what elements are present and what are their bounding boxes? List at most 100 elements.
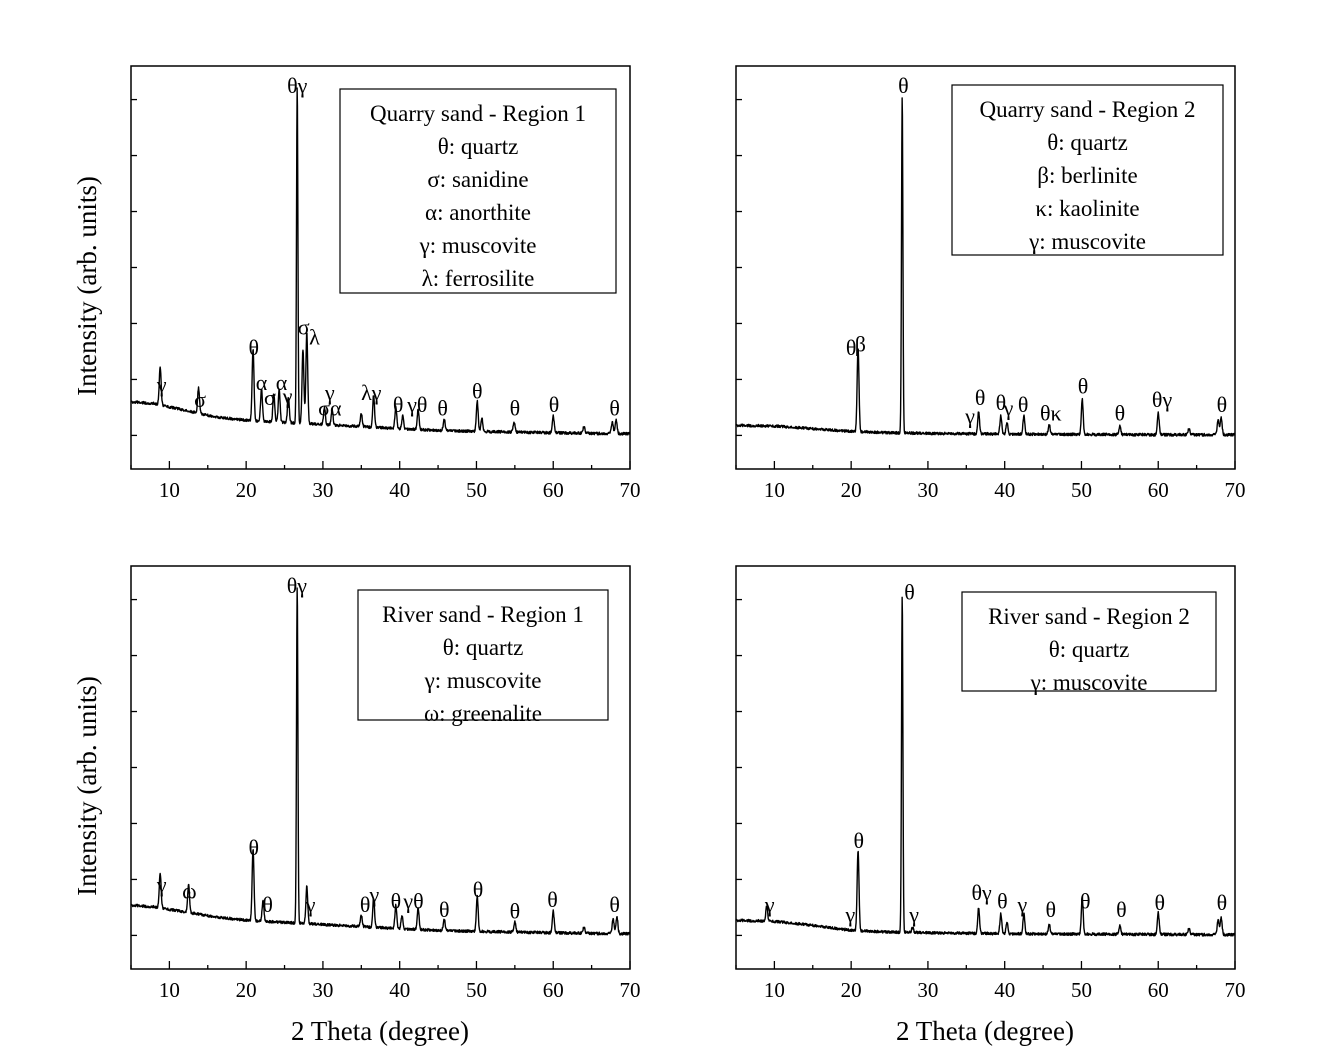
legend-entry: θ: quartz [438,134,519,159]
peak-annotation: γ [156,372,167,397]
peak-annotation: θ [473,877,484,902]
legend-title: River sand - Region 2 [988,604,1190,629]
peak-annotation: λ [309,325,320,350]
legend-entry: γ: muscovite [424,668,542,693]
peak-annotation: θ [391,889,402,914]
peak-annotation: θκ [1040,400,1062,425]
x-tick-label: 30 [312,978,333,1002]
peak-annotation: θγ [1152,387,1173,412]
peak-annotation: θ [1078,373,1089,398]
peak-annotation: θ [262,892,273,917]
x-tick-label: 40 [994,978,1015,1002]
x-tick-label: 30 [917,478,938,502]
peak-annotation: β [855,331,866,356]
xrd-trace [735,97,1236,437]
xrd-trace [130,587,631,936]
x-tick-label: 50 [466,478,487,502]
x-tick-label: 60 [1148,478,1169,502]
peak-annotation: θ [360,892,371,917]
peak-annotation: γ [1003,395,1014,420]
x-tick-label: 40 [389,978,410,1002]
x-tick-label: 10 [159,978,180,1002]
peak-annotation: θ [854,828,865,853]
legend-box [951,84,1224,256]
x-tick-label: 70 [620,978,641,1002]
peak-annotation: σ [298,315,310,340]
peak-annotation: θ [547,887,558,912]
peak-annotation: γ [368,882,379,907]
x-tick-label: 20 [236,478,257,502]
peak-annotation: γ [764,892,775,917]
legend-title: Quarry sand - Region 1 [370,101,586,126]
peak-annotation: σ [264,385,276,410]
x-tick-label: 50 [466,978,487,1002]
peak-annotation: γ [156,872,167,897]
peak-annotation: θγ [972,880,993,905]
peak-annotation: θγ [287,573,308,598]
peak-annotation: γ [324,380,335,405]
peak-annotation: θ [439,897,450,922]
x-tick-label: 60 [543,478,564,502]
x-tick-label: 10 [764,978,785,1002]
x-tick-label: 20 [841,978,862,1002]
peak-annotation: α [276,370,288,395]
peak-annotation: σ [194,387,206,412]
x-tick-label: 70 [620,478,641,502]
xrd-trace [735,596,1236,937]
peak-annotation: λγ [361,380,382,405]
xrd-trace [130,87,631,436]
legend-box [961,591,1217,692]
peak-annotation: θ [609,892,620,917]
peak-annotation: θ [1115,400,1126,425]
legend-entry: γ: muscovite [1030,670,1148,695]
peak-annotation: ω [182,878,196,903]
legend-entry: θ: quartz [1047,130,1128,155]
x-tick-label: 20 [841,478,862,502]
peak-annotation: θ [1080,889,1091,914]
peak-annotation: θ [549,392,560,417]
x-tick-label: 40 [994,478,1015,502]
peak-annotation: γθ [402,889,423,914]
peak-annotation: θ [1018,392,1029,417]
peak-annotation: θ [997,889,1008,914]
legend-entry: α: anorthite [425,200,531,225]
x-tick-label: 60 [1148,978,1169,1002]
peak-annotation: θ [393,392,404,417]
peak-annotation: θ [904,580,915,605]
peak-annotation: γ [964,404,975,429]
legend-box [357,589,609,721]
peak-annotation: θ [1217,890,1228,915]
peak-annotation: γθ [406,392,427,417]
peak-annotation: θ [249,835,260,860]
peak-annotation: θ [1045,897,1056,922]
peak-annotation: θγ [287,73,308,98]
legend-entry: β: berlinite [1037,163,1137,188]
legend-entry: θ: quartz [443,635,524,660]
legend-entry: κ: kaolinite [1035,196,1139,221]
x-tick-label: 50 [1071,978,1092,1002]
x-tick-label: 10 [159,478,180,502]
legend-entry: ω: greenalite [424,701,542,726]
peak-annotation: γ [908,902,919,927]
legend-box [339,88,617,294]
legend-entry: γ: muscovite [419,233,537,258]
peak-annotation: θ [609,395,620,420]
legend-entry: γ: muscovite [1028,229,1146,254]
y-axis-label-top: Intensity (arb. units) [72,176,102,396]
x-tick-label: 50 [1071,478,1092,502]
peak-annotation: θ [975,385,986,410]
peak-annotation: γ [305,892,316,917]
x-axis-label-left: 2 Theta (degree) [291,1016,469,1046]
peak-annotation: θ [1154,890,1165,915]
legend-title: River sand - Region 1 [382,602,584,627]
peak-annotation: θ [846,335,857,360]
x-tick-label: 70 [1225,978,1246,1002]
legend-entry: θ: quartz [1049,637,1130,662]
y-axis-label-bottom: Intensity (arb. units) [72,676,102,896]
x-axis-label-right: 2 Theta (degree) [896,1016,1074,1046]
legend-entry: λ: ferrosilite [422,266,535,291]
